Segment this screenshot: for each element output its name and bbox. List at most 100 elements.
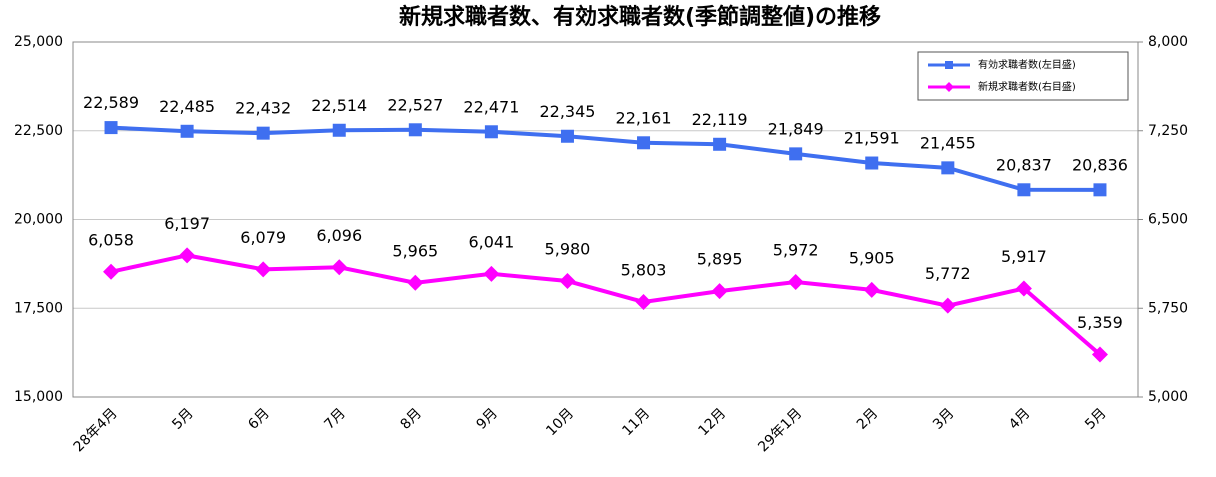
marker: [408, 123, 422, 137]
marker: [1093, 183, 1107, 197]
marker: [256, 126, 270, 140]
x-tick-label: 3月: [930, 405, 958, 433]
value-label: 5,359: [1077, 313, 1123, 332]
marker: [1091, 346, 1108, 363]
x-tick-label: 29年1月: [755, 405, 805, 455]
x-tick-group: 11月: [619, 405, 653, 439]
marker: [179, 247, 196, 264]
value-label: 6,197: [164, 214, 210, 233]
marker: [711, 283, 728, 300]
x-tick-group: 5月: [169, 405, 197, 433]
value-label: 22,514: [311, 96, 367, 115]
y2-tick-label: 5,750: [1148, 300, 1188, 316]
series-line: [110, 253, 1102, 357]
legend-label: 有効求職者数(左目盛): [978, 58, 1076, 71]
marker: [559, 273, 576, 290]
marker: [407, 274, 424, 291]
x-tick-label: 4月: [1006, 405, 1034, 433]
marker: [939, 297, 956, 314]
value-label: 22,485: [159, 97, 215, 116]
x-tick-label: 10月: [543, 405, 577, 439]
marker: [1015, 280, 1032, 297]
value-label: 21,591: [844, 129, 900, 148]
value-label: 22,589: [83, 93, 139, 112]
y2-tick-label: 6,500: [1148, 212, 1188, 228]
value-label: 6,079: [240, 228, 286, 247]
value-label: 22,471: [463, 97, 519, 116]
x-tick-group: 28年4月: [71, 405, 121, 455]
marker: [484, 125, 498, 139]
y2-tick-label: 7,250: [1148, 123, 1188, 139]
y-tick-label: 15,000: [14, 389, 63, 405]
x-tick-label: 7月: [321, 405, 349, 433]
value-label: 5,905: [849, 248, 895, 267]
marker: [180, 124, 194, 138]
marker: [332, 123, 346, 137]
y2-tick-label: 5,000: [1148, 389, 1188, 405]
plot-frame: [72, 41, 1139, 398]
marker: [483, 265, 500, 282]
x-tick-label: 28年4月: [71, 405, 121, 455]
marker: [331, 259, 348, 276]
x-tick-label: 2月: [854, 405, 882, 433]
legend-marker: [944, 82, 954, 92]
x-tick-label: 5月: [1082, 405, 1110, 433]
x-tick-label: 9月: [474, 405, 502, 433]
y-tick-label: 25,000: [14, 34, 63, 50]
y-tick-label: 17,500: [14, 300, 63, 316]
legend-marker: [945, 61, 953, 69]
marker: [635, 293, 652, 310]
value-label: 6,058: [88, 230, 134, 249]
x-tick-group: 6月: [245, 405, 273, 433]
marker: [787, 273, 804, 290]
marker: [637, 136, 651, 150]
x-tick-group: 12月: [695, 405, 729, 439]
value-label: 5,972: [773, 240, 819, 259]
value-label: 22,161: [616, 108, 672, 127]
value-label: 5,965: [392, 241, 438, 260]
marker: [103, 263, 120, 280]
value-label: 20,837: [996, 155, 1052, 174]
marker: [104, 121, 118, 135]
x-tick-label: 8月: [397, 405, 425, 433]
x-tick-label: 12月: [695, 405, 729, 439]
x-tick-group: 7月: [321, 405, 349, 433]
marker: [560, 129, 574, 143]
chart-title: 新規求職者数、有効求職者数(季節調整値)の推移: [399, 4, 881, 30]
value-label: 5,917: [1001, 247, 1047, 266]
value-label: 6,096: [316, 226, 362, 245]
legend-label: 新規求職者数(右目盛): [978, 80, 1076, 93]
x-tick-group: 3月: [930, 405, 958, 433]
x-tick-group: 4月: [1006, 405, 1034, 433]
x-tick-group: 29年1月: [755, 405, 805, 455]
x-tick-label: 11月: [619, 405, 653, 439]
value-label: 22,345: [539, 102, 595, 121]
legend-box: [917, 51, 1129, 101]
value-label: 22,527: [387, 95, 443, 114]
y-tick-label: 20,000: [14, 212, 63, 228]
value-label: 22,432: [235, 99, 291, 118]
value-label: 5,772: [925, 264, 971, 283]
x-tick-label: 5月: [169, 405, 197, 433]
marker: [713, 137, 727, 151]
x-tick-group: 9月: [474, 405, 502, 433]
marker: [255, 261, 272, 278]
marker: [789, 147, 803, 161]
series-line: [110, 125, 1100, 192]
marker: [1017, 183, 1031, 197]
marker: [941, 161, 955, 175]
x-tick-group: 8月: [397, 405, 425, 433]
x-tick-group: 2月: [854, 405, 882, 433]
x-tick-label: 6月: [245, 405, 273, 433]
value-label: 21,455: [920, 133, 976, 152]
x-tick-group: 10月: [543, 405, 577, 439]
y2-tick-label: 8,000: [1148, 34, 1188, 50]
value-label: 20,836: [1072, 155, 1128, 174]
marker: [865, 156, 879, 170]
value-label: 6,041: [468, 232, 514, 251]
marker: [863, 281, 880, 298]
value-label: 5,803: [621, 260, 667, 279]
value-label: 5,895: [697, 250, 743, 269]
